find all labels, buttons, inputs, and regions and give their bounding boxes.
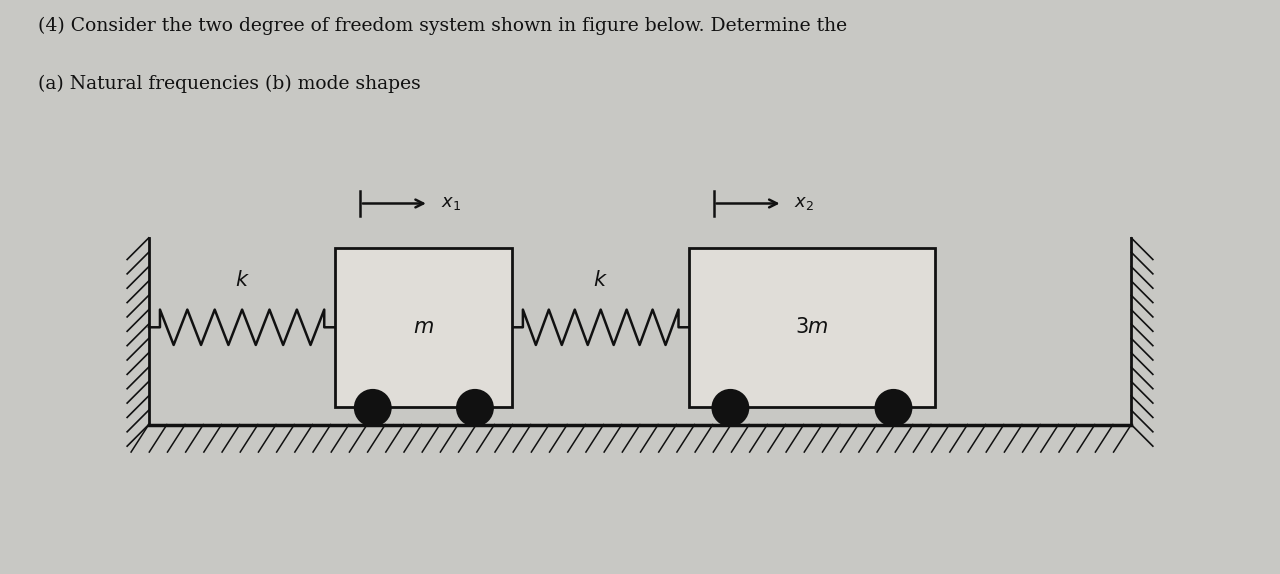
Text: $k$: $k$ bbox=[594, 270, 608, 290]
Text: (4) Consider the two degree of freedom system shown in figure below. Determine t: (4) Consider the two degree of freedom s… bbox=[38, 17, 847, 36]
Bar bbox=[689, 248, 934, 407]
Circle shape bbox=[876, 390, 911, 425]
Text: (a) Natural frequencies (b) mode shapes: (a) Natural frequencies (b) mode shapes bbox=[38, 75, 421, 93]
Circle shape bbox=[355, 390, 390, 425]
Text: $x_2$: $x_2$ bbox=[795, 195, 814, 212]
Text: $3m$: $3m$ bbox=[795, 317, 829, 338]
Bar bbox=[335, 248, 512, 407]
Circle shape bbox=[713, 390, 748, 425]
Circle shape bbox=[457, 390, 493, 425]
Text: $k$: $k$ bbox=[234, 270, 250, 290]
Text: $m$: $m$ bbox=[413, 318, 434, 337]
Text: $x_1$: $x_1$ bbox=[440, 195, 461, 212]
